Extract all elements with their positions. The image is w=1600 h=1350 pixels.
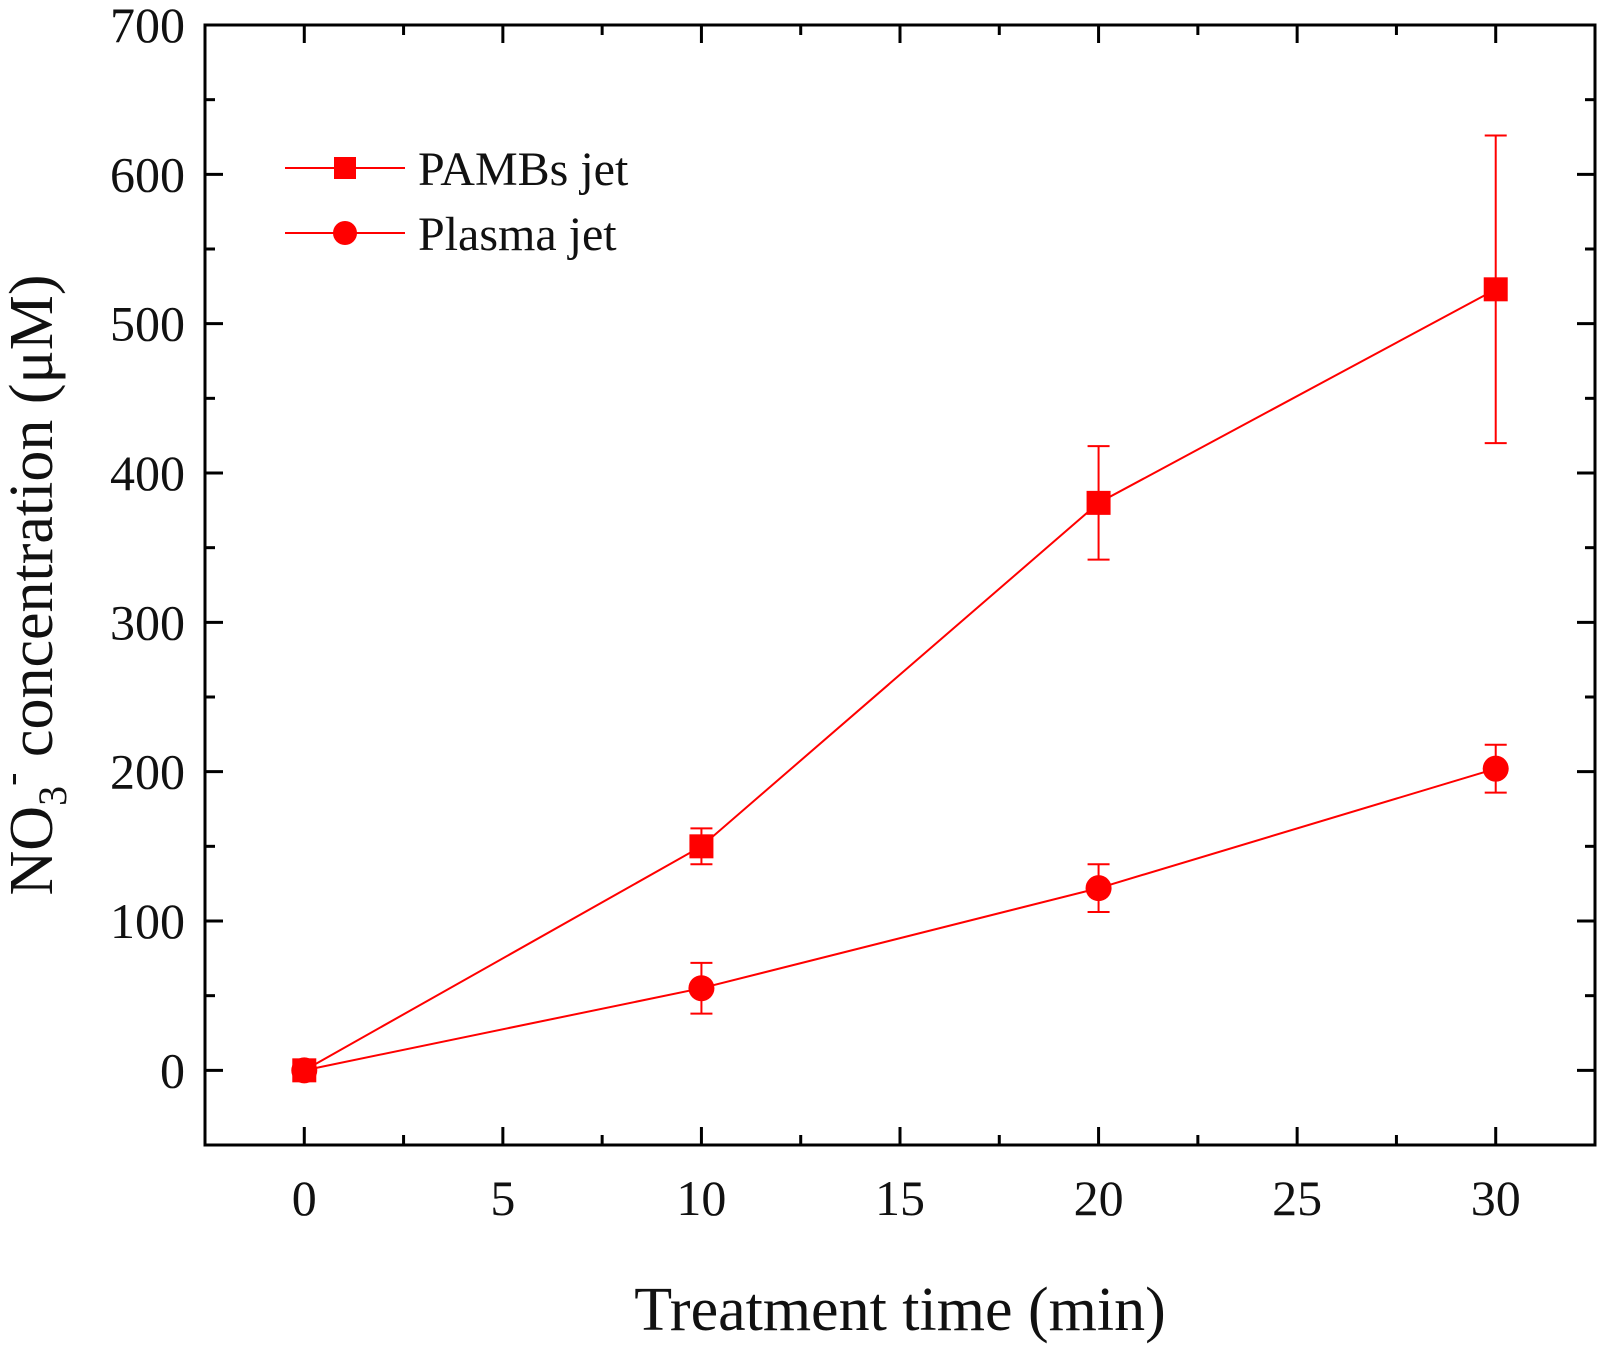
x-tick-label: 5 (490, 1170, 515, 1226)
y-axis-title: NO3- concentration (μM) (0, 275, 75, 896)
data-point-plasma (291, 1057, 318, 1084)
y-tick-label: 100 (110, 893, 185, 949)
y-tick-label: 0 (160, 1042, 185, 1098)
series-line-plasma (304, 767, 1497, 1072)
y-tick-label: 400 (110, 445, 185, 501)
y-axis-title-rest: concentration (μM) (0, 275, 66, 773)
data-point-pambs (1483, 277, 1508, 302)
axis-ticks (205, 23, 1595, 1147)
legend-label-pambs: PAMBs jet (418, 143, 629, 196)
data-point-plasma (1482, 755, 1509, 782)
x-tick-label: 10 (676, 1170, 726, 1226)
y-tick-label: 500 (110, 296, 185, 352)
x-tick-label: 30 (1471, 1170, 1521, 1226)
y-tick-label: 600 (110, 146, 185, 202)
data-point-pambs (1086, 490, 1111, 515)
data-point-plasma (688, 975, 715, 1002)
y-axis-title-subscript: 3 (30, 786, 75, 806)
data-point-plasma (1085, 875, 1112, 902)
x-tick-label: 25 (1272, 1170, 1322, 1226)
legend-marker-square (334, 157, 356, 179)
data-series (291, 134, 1509, 1084)
x-tick-label: 15 (875, 1170, 925, 1226)
y-tick-label: 200 (110, 744, 185, 800)
y-tick-label: 300 (110, 594, 185, 650)
y-tick-label: 700 (110, 0, 185, 53)
legend-entry-pambs: PAMBs jet (285, 143, 629, 196)
x-axis-title: Treatment time (min) (634, 1276, 1166, 1344)
plot-area-frame (203, 23, 1597, 1147)
legend: PAMBs jet Plasma jet (285, 143, 629, 261)
x-tick-label: 0 (292, 1170, 317, 1226)
legend-entry-plasma: Plasma jet (285, 208, 617, 261)
y-axis-title-superscript: - (0, 773, 33, 786)
y-axis-title-main: NO (0, 806, 66, 896)
legend-label-plasma: Plasma jet (418, 208, 617, 261)
x-tick-label: 20 (1074, 1170, 1124, 1226)
data-point-pambs (689, 834, 714, 859)
series-line-pambs (303, 288, 1497, 1072)
legend-marker-circle (333, 221, 357, 245)
